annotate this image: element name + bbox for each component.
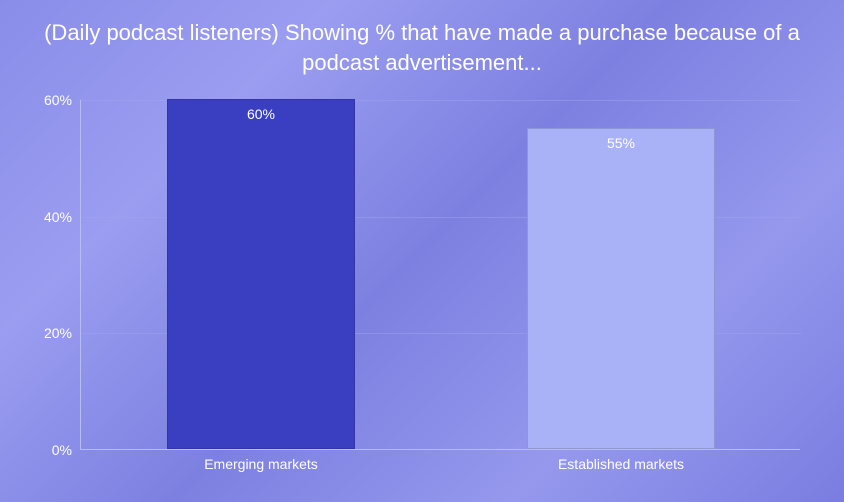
y-tick-label: 0% — [12, 442, 72, 458]
bar-value-label: 55% — [528, 135, 713, 151]
bar-value-label: 60% — [168, 106, 353, 122]
chart-area: 0%20%40%60%60%Emerging markets55%Establi… — [80, 100, 800, 450]
bar: 60% — [167, 99, 354, 449]
x-tick-label: Emerging markets — [204, 456, 318, 472]
bar: 55% — [527, 128, 714, 449]
y-tick-label: 20% — [12, 325, 72, 341]
plot-region: 0%20%40%60%60%Emerging markets55%Establi… — [80, 100, 800, 450]
y-tick-label: 60% — [12, 92, 72, 108]
y-tick-label: 40% — [12, 209, 72, 225]
chart-title: (Daily podcast listeners) Showing % that… — [0, 0, 844, 77]
x-tick-label: Established markets — [558, 456, 684, 472]
